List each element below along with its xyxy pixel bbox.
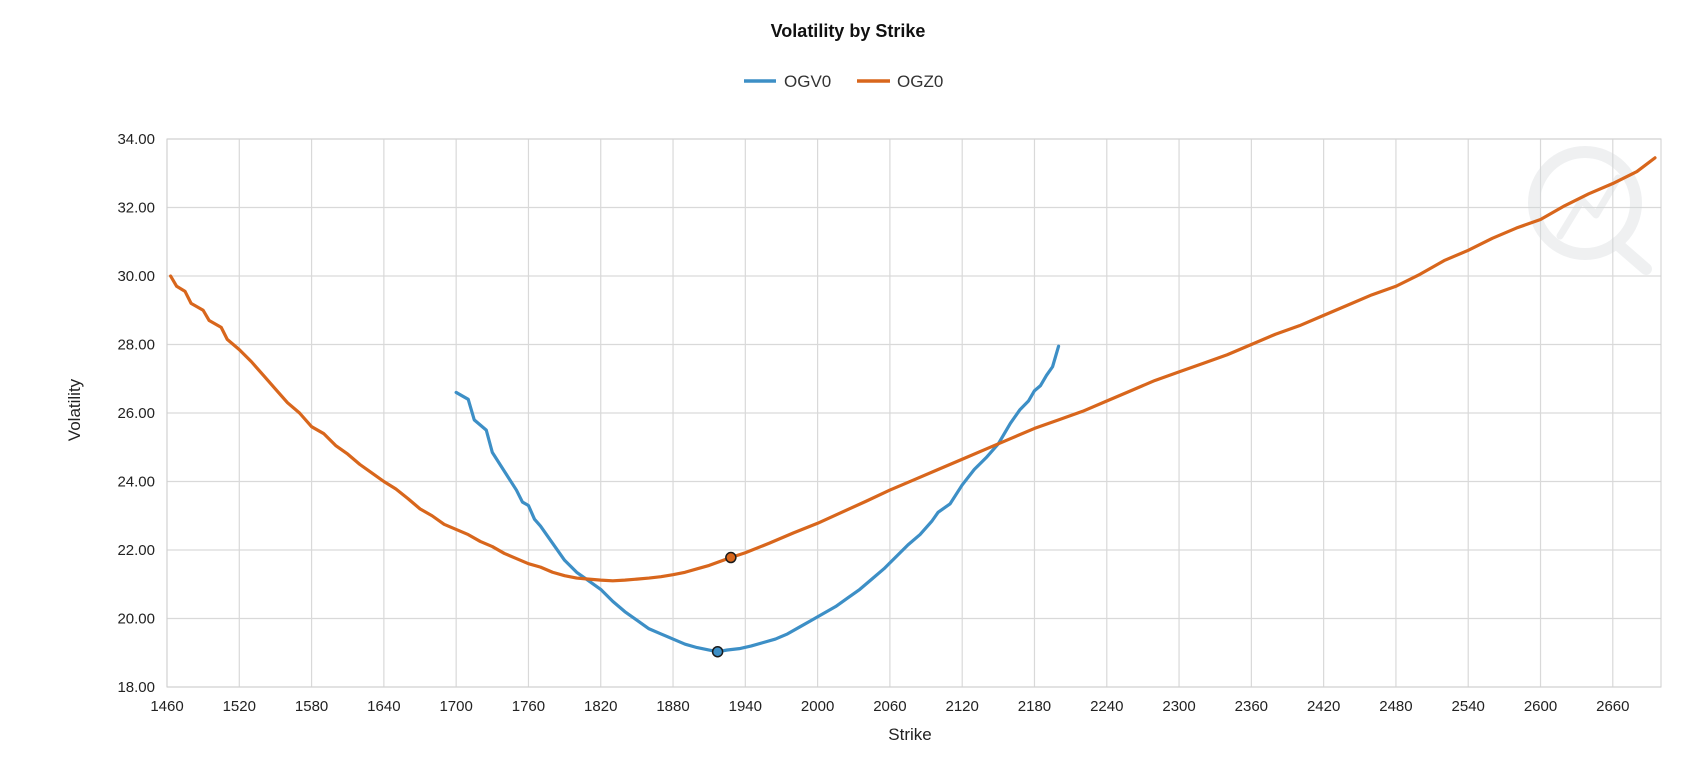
series-line-ogz0[interactable]	[169, 156, 1657, 583]
y-axis-ticks: 18.00 20.00 22.00 24.00 26.00 28.00 30.00 32.00…	[117, 131, 155, 696]
x-tick-label: 1460	[150, 698, 183, 715]
plot-area-border	[166, 138, 1662, 688]
x-tick-label: 2660	[1596, 698, 1629, 715]
y-tick-label: 34.00	[117, 131, 155, 148]
x-tick-label: 1880	[656, 698, 689, 715]
series-layer	[169, 156, 1657, 658]
chart-title: Volatility by Strike	[771, 21, 926, 41]
x-tick-label: 2120	[946, 698, 979, 715]
x-tick-label: 1700	[439, 698, 472, 715]
x-tick-label: 1640	[367, 698, 400, 715]
legend-label-ogz0: OGZ0	[897, 72, 943, 91]
series-marker-ogv0[interactable]	[711, 645, 724, 658]
series-marker-ogz0[interactable]	[725, 551, 737, 564]
y-tick-label: 18.00	[117, 679, 155, 696]
x-tick-label: 2300	[1162, 698, 1195, 715]
x-tick-label: 2000	[801, 698, 834, 715]
y-tick-label: 22.00	[117, 542, 155, 559]
legend: OGV0 OGZ0	[744, 72, 943, 91]
x-tick-label: 2480	[1379, 698, 1412, 715]
x-tick-label: 2360	[1235, 698, 1268, 715]
x-tick-label: 2540	[1452, 698, 1485, 715]
y-tick-label: 28.00	[117, 337, 155, 354]
x-tick-label: 1760	[512, 698, 545, 715]
x-tick-label: 2180	[1018, 698, 1051, 715]
watermark-logo-icon	[1528, 146, 1652, 275]
x-tick-label: 2240	[1090, 698, 1123, 715]
y-tick-label: 32.00	[117, 200, 155, 217]
x-tick-label: 1820	[584, 698, 617, 715]
x-axis-label: Strike	[888, 725, 931, 744]
legend-label-ogv0: OGV0	[784, 72, 831, 91]
x-tick-label: 1940	[729, 698, 762, 715]
y-tick-label: 26.00	[117, 405, 155, 422]
x-tick-label: 2600	[1524, 698, 1557, 715]
x-tick-label: 1580	[295, 698, 328, 715]
x-axis-ticks: 1460 1520 1580 1640 1700 1760 1820 1880 1940 2000…	[150, 698, 1629, 715]
x-tick-label: 2420	[1307, 698, 1340, 715]
x-tick-label: 2060	[873, 698, 906, 715]
series-line-ogv0[interactable]	[454, 344, 1061, 654]
x-tick-label: 1520	[223, 698, 256, 715]
y-tick-label: 24.00	[117, 474, 155, 491]
grid	[166, 138, 1661, 688]
y-tick-label: 20.00	[117, 611, 155, 628]
y-axis-label: Volatility	[65, 378, 84, 441]
y-tick-label: 30.00	[117, 268, 155, 285]
